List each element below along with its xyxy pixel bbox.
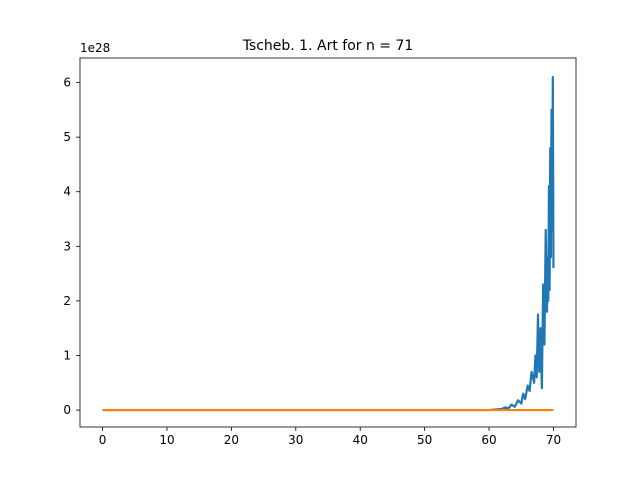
x-tick-label: 60 bbox=[481, 433, 496, 447]
plot-area bbox=[80, 58, 576, 427]
x-tick-label: 0 bbox=[99, 433, 107, 447]
x-tick-label: 10 bbox=[159, 433, 174, 447]
series-group bbox=[102, 76, 555, 412]
y-tick-label: 3 bbox=[63, 239, 71, 253]
x-tick-label: 50 bbox=[417, 433, 432, 447]
y-tick-label: 6 bbox=[63, 76, 71, 90]
y-offset-label: 1e28 bbox=[80, 41, 110, 55]
axes-group: 0 10 20 30 40 50 60 70 0 1 2 3 4 5 6 bbox=[63, 57, 577, 447]
x-tick-label: 70 bbox=[546, 433, 561, 447]
plot-background bbox=[80, 58, 576, 427]
y-tick-label: 4 bbox=[63, 185, 71, 199]
x-tick-label: 20 bbox=[224, 433, 239, 447]
x-tick-label: 30 bbox=[288, 433, 303, 447]
chart-title: Tscheb. 1. Art for n = 71 bbox=[242, 38, 414, 54]
x-tick-label: 40 bbox=[353, 433, 368, 447]
axes-frame bbox=[79, 57, 577, 428]
y-tick-label: 2 bbox=[63, 294, 71, 308]
y-tick-label: 1 bbox=[63, 348, 71, 362]
y-tick-label: 5 bbox=[63, 130, 71, 144]
y-tick-label: 0 bbox=[63, 403, 71, 417]
